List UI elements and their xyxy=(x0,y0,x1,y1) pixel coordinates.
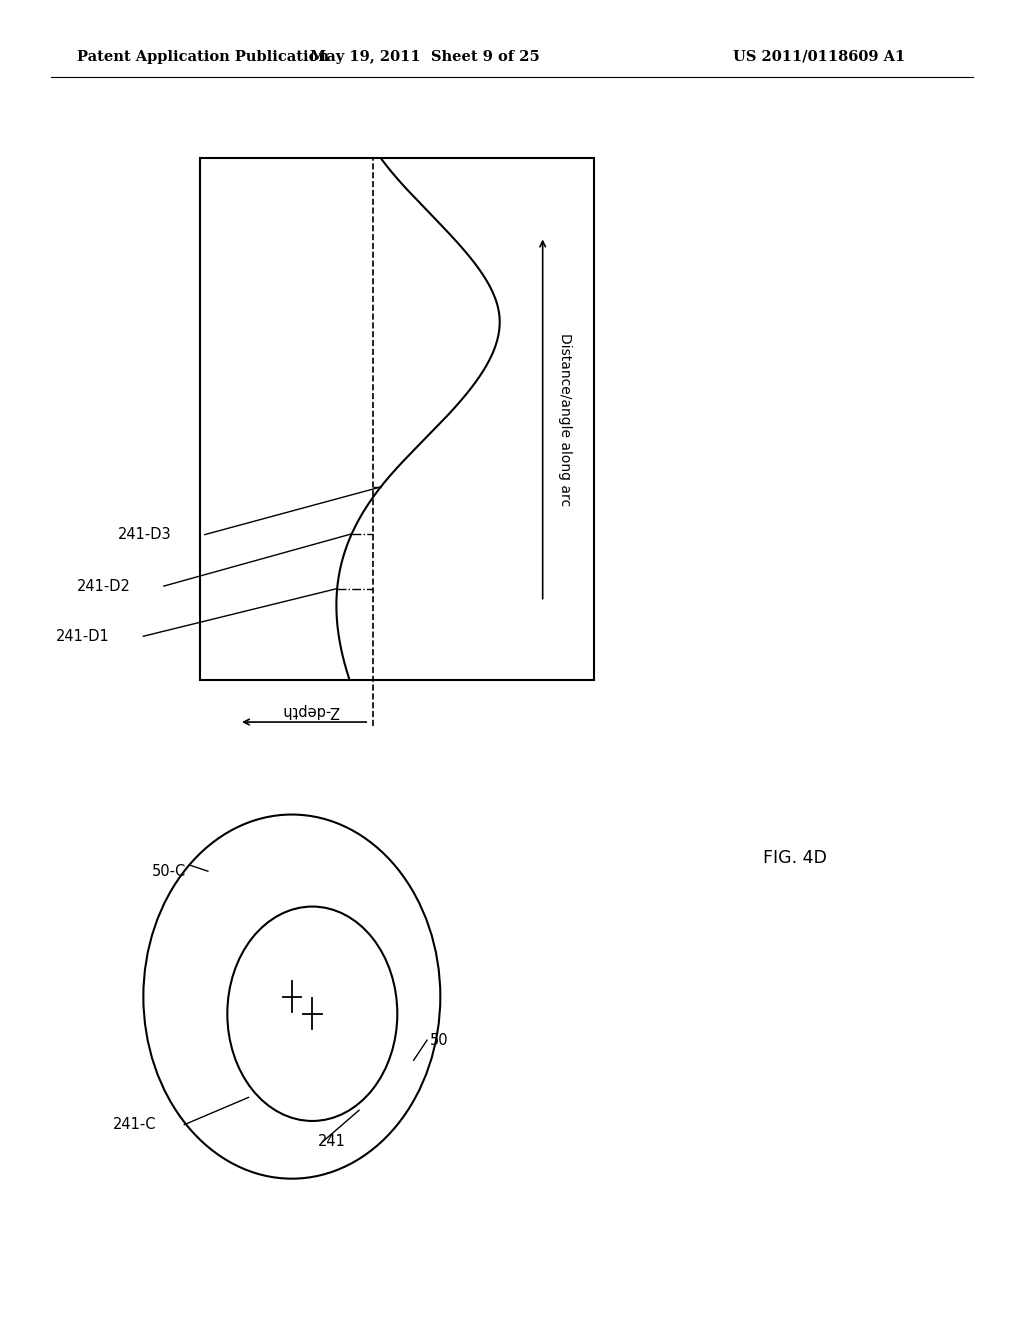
Text: Distance/angle along arc: Distance/angle along arc xyxy=(558,333,572,506)
Text: Patent Application Publication: Patent Application Publication xyxy=(77,50,329,63)
Text: 241-D2: 241-D2 xyxy=(77,578,131,594)
Text: 241-D3: 241-D3 xyxy=(118,527,171,543)
Text: US 2011/0118609 A1: US 2011/0118609 A1 xyxy=(733,50,905,63)
Bar xyxy=(200,158,594,680)
Text: 50: 50 xyxy=(430,1032,449,1048)
Text: 50-C: 50-C xyxy=(152,863,185,879)
Text: Z-depth: Z-depth xyxy=(282,704,339,718)
Text: 241-C: 241-C xyxy=(113,1117,156,1133)
Text: FIG. 4D: FIG. 4D xyxy=(763,849,826,867)
Text: 241-D1: 241-D1 xyxy=(56,628,110,644)
Text: May 19, 2011  Sheet 9 of 25: May 19, 2011 Sheet 9 of 25 xyxy=(310,50,540,63)
Text: 241: 241 xyxy=(317,1134,345,1150)
